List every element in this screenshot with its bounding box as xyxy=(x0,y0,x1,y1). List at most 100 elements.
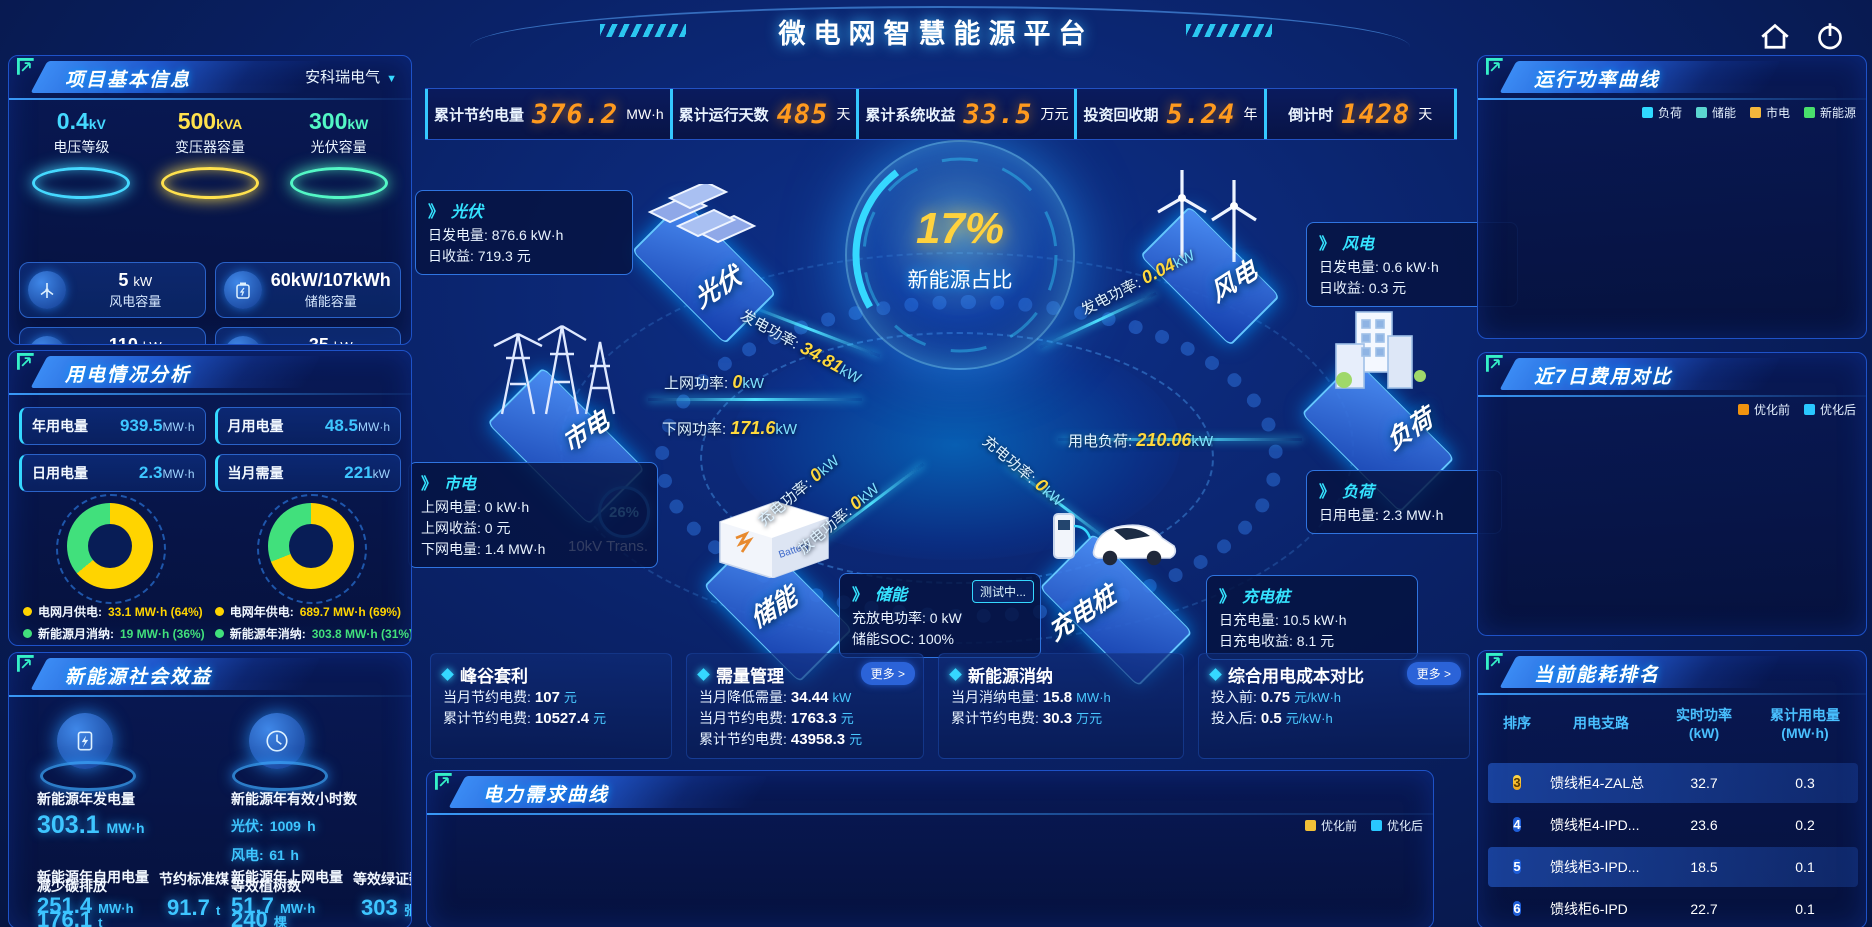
pedestal-label: 变压器容量 xyxy=(175,139,245,155)
summary-card-title: 综合用电成本对比 xyxy=(1209,662,1457,687)
legend-item[interactable]: 储能 xyxy=(1695,104,1736,121)
stat-unit: MW·h xyxy=(626,106,664,122)
pv-info-card: 》光伏 日发电量: 876.6 kW·h 日收益: 719.3 元 xyxy=(415,190,633,275)
info-card-line: 日发电量: 0.6 kW·h xyxy=(1319,259,1439,275)
capacity-card-text: 110 kW直流充电桩 xyxy=(108,335,162,345)
info-card-title: 》光伏 xyxy=(428,204,484,221)
diamond-icon xyxy=(1209,668,1222,681)
summary-card-title: 需量管理 xyxy=(697,662,911,687)
page-title: 微电网智慧能源平台 xyxy=(778,19,1094,49)
diamond-icon xyxy=(697,668,710,681)
summary-card-line: 当月降低需量: 34.44 kW xyxy=(699,689,852,706)
donut-hole xyxy=(87,524,132,568)
donut-chart xyxy=(267,503,354,589)
grid-down-power-flow: 下网功率: 171.6kW xyxy=(662,418,798,438)
ranking-title: 当前能耗排名 xyxy=(1534,665,1661,686)
legend-item[interactable]: 负荷 xyxy=(1641,104,1682,121)
power-curve-title: 运行功率曲线 xyxy=(1534,70,1661,91)
hours-pedestal-icon xyxy=(249,713,305,769)
usage-donut xyxy=(251,494,371,604)
capacity-card: 35 kW交流充电桩 xyxy=(214,327,401,345)
legend-item[interactable]: 市电 xyxy=(1749,104,1790,121)
ranking-header: 当前能耗排名 xyxy=(1478,651,1866,695)
info-card-line: 上网收益: 0 元 xyxy=(421,520,511,536)
lightning-icon xyxy=(77,731,93,751)
benefit-overlap-value: 303 张 xyxy=(361,895,411,920)
usage-donut-charts xyxy=(9,494,411,604)
donut-dashed-ring xyxy=(256,494,367,604)
demand-curve-legend: 优化前 优化后 xyxy=(437,815,1423,835)
project-selector[interactable]: 安科瑞电气 ▼ xyxy=(305,69,397,86)
benefit-overlap-left: 新能源年自用电量 251.4 MW·h 减少碳排放 176.1 t 节约标准煤 91.7 … xyxy=(37,867,237,927)
transmission-towers-illustration xyxy=(493,324,616,415)
benefit-overlap-label: 新能源年上网电量 xyxy=(231,869,343,885)
project-info-panel: 项目基本信息 安科瑞电气 ▼ 0.4kV 电压等级 500kVA 变压器容量 300kW 光… xyxy=(8,55,412,345)
info-card-line: 日用电量: 2.3 MW·h xyxy=(1319,507,1444,523)
info-card-title: 》负荷 xyxy=(1319,484,1375,501)
power-icon[interactable] xyxy=(1812,18,1848,54)
pedestal-value: 300kW xyxy=(308,108,369,134)
home-icon[interactable] xyxy=(1757,18,1793,54)
generation-pedestal-icon xyxy=(57,713,113,769)
pedestal-value: 0.4kV xyxy=(56,108,106,134)
info-card-line: 日充电量: 10.5 kW·h xyxy=(1219,612,1347,628)
stat-label: 倒计时 xyxy=(1288,106,1334,124)
benefit-panel-header: 新能源社会效益 xyxy=(9,653,411,697)
diamond-icon xyxy=(441,668,454,681)
donut-hole xyxy=(288,524,333,568)
summary-card-title: 峰谷套利 xyxy=(441,662,659,687)
project-pedestal: 500kVA 变压器容量 xyxy=(146,108,275,199)
usage-stat-card: 日用电量 2.3MW·h xyxy=(19,454,206,492)
project-panel-title: 项目基本信息 xyxy=(65,70,192,91)
summary-card-title: 新能源消纳 xyxy=(949,662,1171,687)
grid-info-card: 》市电 上网电量: 0 kW·h 上网收益: 0 元下网电量: 1.4 MW·h xyxy=(408,462,658,568)
title-left-stripes-icon xyxy=(600,24,686,37)
summary-card-line: 当月节约电费: 1763.3 元 xyxy=(699,710,854,727)
usage-donut xyxy=(50,494,170,604)
rank-badge: 3 xyxy=(1513,775,1521,790)
cost-compare-legend: 优化前 优化后 xyxy=(1488,399,1856,419)
more-button[interactable]: 更多 > xyxy=(1406,662,1461,685)
info-card-line: 日收益: 0.3 元 xyxy=(1319,280,1407,296)
legend-item[interactable]: 优化前 xyxy=(1737,401,1790,418)
capacity-card: 5 kW 风电容量 xyxy=(19,262,206,318)
cost-compare-header: 近7日费用对比 xyxy=(1478,353,1866,397)
legend-item[interactable]: 新能源 xyxy=(1803,104,1856,121)
capacity-card-text: 35 kW交流充电桩 xyxy=(308,335,353,345)
orb-arc-ring xyxy=(852,147,1068,363)
benefit-overlap-value: 176.1 t xyxy=(37,907,103,927)
gen-label: 新能源年发电量 xyxy=(37,791,135,807)
usage-stat-card: 月用电量 48.5MW·h xyxy=(214,407,401,445)
panel-corner-icon xyxy=(17,353,34,370)
benefit-overlap-label: 等效植树数 xyxy=(231,878,301,894)
rank-badge: 4 xyxy=(1513,817,1521,832)
summary-card: 新能源消纳 当月消纳电量: 15.8 MW·h 累计节约电费: 30.3 万元 xyxy=(938,653,1184,759)
title-right-stripes-icon xyxy=(1186,24,1272,37)
stat-unit: 万元 xyxy=(1040,106,1069,122)
chevron-down-icon: ▼ xyxy=(386,73,397,85)
project-pedestals: 0.4kV 电压等级 500kVA 变压器容量 300kW 光伏容量 xyxy=(17,108,403,199)
info-card-title: 》市电 xyxy=(421,476,477,493)
stat-unit: 天 xyxy=(836,106,851,122)
power-curve-header: 运行功率曲线 xyxy=(1478,56,1866,100)
legend-item[interactable]: 优化后 xyxy=(1370,817,1423,834)
capacity-card-text: 60kW/107kWh 储能容量 xyxy=(270,270,391,309)
legend-item[interactable]: 优化前 xyxy=(1304,817,1357,834)
info-card-title: 》储能 xyxy=(852,587,908,604)
capacity-card-text: 5 kW 风电容量 xyxy=(109,270,162,309)
ranking-table-rows: 3 馈线柜4-ZAL总 32.7 0.3 4 馈线柜4-IPD... 23.6 0.2 5 … xyxy=(1488,763,1858,927)
rank-badge: 5 xyxy=(1513,859,1521,874)
more-button[interactable]: 更多 > xyxy=(860,662,915,685)
clock-icon xyxy=(266,730,288,752)
usage-stat-card: 当月需量 221kW xyxy=(214,454,401,492)
table-row: 4 馈线柜4-IPD... 23.6 0.2 xyxy=(1513,817,1815,833)
summary-card-line: 当月节约电费: 107 元 xyxy=(443,689,577,706)
legend-item[interactable]: 优化后 xyxy=(1803,401,1856,418)
demand-curve-title: 电力需求曲线 xyxy=(483,785,610,806)
benefit-overlap-label: 减少碳排放 xyxy=(37,878,107,894)
solar-panels-illustration xyxy=(647,184,757,244)
wind-turbines-illustration xyxy=(1157,170,1257,262)
panel-corner-icon xyxy=(17,58,34,75)
stat-label: 累计系统收益 xyxy=(865,106,956,124)
